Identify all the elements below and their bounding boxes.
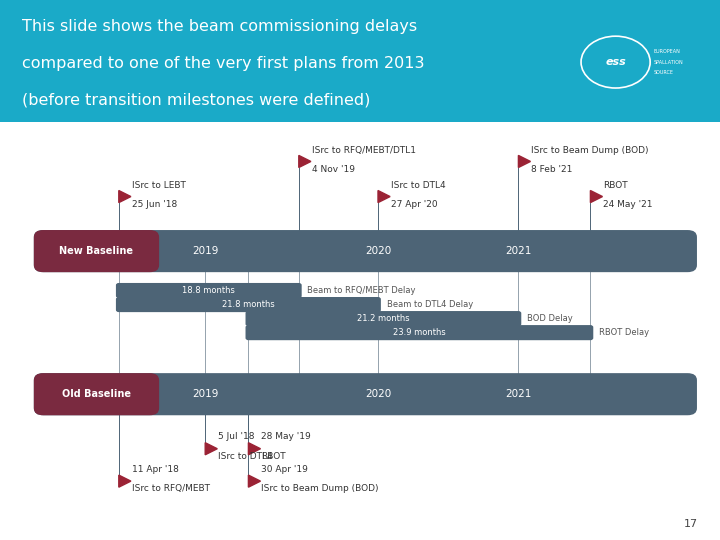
- Text: ISrc to RFQ/MEBT/DTL1: ISrc to RFQ/MEBT/DTL1: [312, 146, 415, 154]
- Text: Beam to RFQ/MEBT Delay: Beam to RFQ/MEBT Delay: [307, 286, 416, 295]
- Text: Old Baseline: Old Baseline: [62, 389, 131, 399]
- Text: 2019: 2019: [192, 246, 218, 256]
- Text: ISrc to LEBT: ISrc to LEBT: [132, 181, 186, 190]
- Polygon shape: [205, 443, 217, 455]
- Text: BOD Delay: BOD Delay: [527, 314, 573, 323]
- Polygon shape: [248, 443, 261, 455]
- Text: (before transition milestones were defined): (before transition milestones were defin…: [22, 92, 370, 107]
- Text: ess: ess: [606, 57, 626, 67]
- Text: RBOT: RBOT: [261, 452, 286, 461]
- Text: 2019: 2019: [192, 389, 218, 399]
- FancyBboxPatch shape: [246, 325, 593, 340]
- Text: 17: 17: [684, 519, 698, 529]
- Text: 4 Nov '19: 4 Nov '19: [312, 165, 355, 174]
- Text: 24 May '21: 24 May '21: [603, 200, 653, 210]
- Text: ISrc to Beam Dump (BOD): ISrc to Beam Dump (BOD): [261, 484, 379, 493]
- Text: This slide shows the beam commissioning delays: This slide shows the beam commissioning …: [22, 19, 417, 34]
- Text: ISrc to Beam Dump (BOD): ISrc to Beam Dump (BOD): [531, 146, 649, 154]
- Polygon shape: [590, 191, 603, 202]
- Polygon shape: [378, 191, 390, 202]
- Text: ISrc to DTL4: ISrc to DTL4: [218, 452, 273, 461]
- Polygon shape: [119, 191, 131, 202]
- Text: RBOT Delay: RBOT Delay: [599, 328, 649, 337]
- Text: 2020: 2020: [365, 389, 391, 399]
- Text: 2021: 2021: [505, 246, 531, 256]
- Text: 5 Jul '18: 5 Jul '18: [218, 432, 255, 441]
- Text: SOURCE: SOURCE: [654, 70, 674, 76]
- FancyBboxPatch shape: [0, 0, 720, 122]
- Text: 23.9 months: 23.9 months: [393, 328, 446, 337]
- FancyBboxPatch shape: [246, 311, 521, 326]
- Text: 21.8 months: 21.8 months: [222, 300, 275, 309]
- Text: 25 Jun '18: 25 Jun '18: [132, 200, 177, 210]
- FancyBboxPatch shape: [116, 297, 381, 312]
- Polygon shape: [248, 475, 261, 487]
- FancyBboxPatch shape: [116, 283, 302, 298]
- Text: 2020: 2020: [365, 246, 391, 256]
- Polygon shape: [518, 156, 531, 167]
- Polygon shape: [119, 475, 131, 487]
- Polygon shape: [299, 156, 311, 167]
- FancyBboxPatch shape: [34, 373, 697, 415]
- Text: 21.2 months: 21.2 months: [357, 314, 410, 323]
- Text: 30 Apr '19: 30 Apr '19: [261, 464, 308, 474]
- Text: 28 May '19: 28 May '19: [261, 432, 311, 441]
- Text: 8 Feb '21: 8 Feb '21: [531, 165, 572, 174]
- Text: EUROPEAN: EUROPEAN: [654, 49, 680, 54]
- FancyBboxPatch shape: [34, 230, 697, 272]
- Text: 18.8 months: 18.8 months: [182, 286, 235, 295]
- FancyBboxPatch shape: [34, 230, 159, 272]
- Text: 27 Apr '20: 27 Apr '20: [391, 200, 438, 210]
- Text: compared to one of the very first plans from 2013: compared to one of the very first plans …: [22, 56, 424, 71]
- Text: RBOT: RBOT: [603, 181, 628, 190]
- Text: ISrc to DTL4: ISrc to DTL4: [391, 181, 446, 190]
- Text: ISrc to RFQ/MEBT: ISrc to RFQ/MEBT: [132, 484, 210, 493]
- FancyBboxPatch shape: [34, 373, 159, 415]
- Text: 11 Apr '18: 11 Apr '18: [132, 464, 179, 474]
- Text: SPALLATION: SPALLATION: [654, 59, 683, 65]
- Text: Beam to DTL4 Delay: Beam to DTL4 Delay: [387, 300, 473, 309]
- Text: 2021: 2021: [505, 389, 531, 399]
- Text: New Baseline: New Baseline: [60, 246, 133, 256]
